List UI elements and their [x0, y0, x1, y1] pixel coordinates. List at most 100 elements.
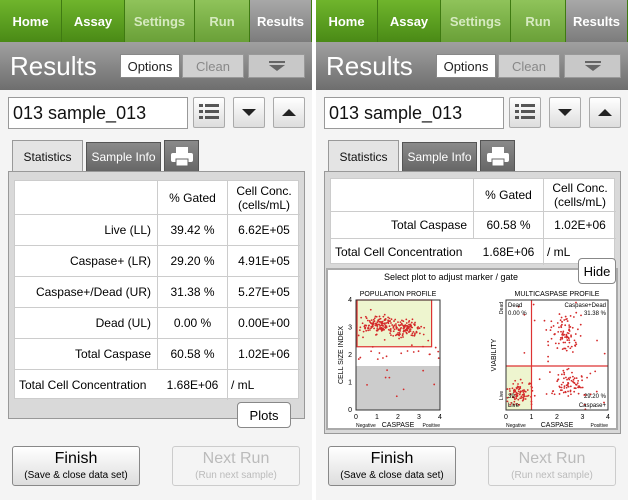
event-dot	[397, 324, 400, 326]
icon-line	[515, 104, 519, 107]
quad-label: Dead	[508, 303, 522, 309]
event-dot	[568, 330, 571, 332]
event-dot	[516, 392, 519, 395]
event-dot	[405, 322, 408, 324]
nav-tab[interactable]: Results	[250, 0, 312, 42]
event-dot	[575, 383, 578, 386]
event-dot	[366, 383, 368, 386]
nav-tab[interactable]: Run	[511, 0, 566, 42]
options-button[interactable]: Options	[120, 54, 180, 78]
event-dot	[437, 357, 440, 360]
event-dot	[386, 369, 388, 372]
event-dot	[557, 330, 560, 333]
event-dot	[411, 318, 414, 321]
event-dot	[392, 330, 395, 333]
row-conc: 5.27E+05	[238, 284, 290, 299]
tab-sample-info[interactable]: Sample Info	[402, 142, 477, 172]
event-dot	[400, 322, 403, 325]
event-dot	[383, 328, 386, 331]
event-dot	[549, 329, 552, 332]
nav-tab[interactable]: Home	[0, 0, 62, 42]
event-dot	[550, 337, 553, 340]
event-dot	[568, 339, 571, 341]
clean-button[interactable]: Clean	[182, 54, 244, 78]
event-dot	[562, 381, 565, 384]
event-dot	[564, 391, 567, 394]
menu-button[interactable]	[564, 54, 621, 78]
event-dot	[373, 327, 375, 330]
event-dot	[412, 330, 415, 333]
nav-tab[interactable]: Assay	[378, 0, 441, 42]
event-dot	[545, 393, 548, 395]
event-dot	[563, 319, 566, 321]
event-dot	[395, 395, 398, 398]
nav-tab[interactable]: Run	[195, 0, 250, 42]
print-button[interactable]	[164, 140, 199, 172]
event-dot	[577, 379, 580, 382]
event-dot	[509, 390, 511, 392]
tab-statistics[interactable]: Statistics	[12, 140, 83, 172]
options-button[interactable]: Options	[436, 54, 496, 78]
up-button[interactable]	[589, 97, 621, 128]
event-dot	[522, 391, 525, 394]
list-button[interactable]	[193, 97, 225, 128]
event-dot	[557, 373, 560, 376]
nav-tab[interactable]: Settings	[441, 0, 511, 42]
sample-field[interactable]: 013 sample_013	[324, 97, 504, 129]
event-dot	[583, 394, 586, 396]
event-dot	[384, 326, 387, 329]
icon-line	[515, 116, 519, 119]
event-dot	[367, 329, 370, 332]
table-rule	[15, 369, 300, 370]
clean-button[interactable]: Clean	[498, 54, 560, 78]
event-dot	[434, 346, 437, 349]
event-dot	[586, 376, 588, 379]
event-dot	[520, 397, 523, 399]
up-button[interactable]	[273, 97, 305, 128]
nav-tab[interactable]: Assay	[62, 0, 125, 42]
event-dot	[388, 376, 391, 379]
tab-sample-info[interactable]: Sample Info	[86, 142, 161, 172]
event-dot	[409, 324, 412, 327]
tab-statistics[interactable]: Statistics	[328, 140, 399, 172]
next-run-button[interactable]: Next Run (Run next sample)	[488, 446, 616, 486]
event-dot	[521, 381, 524, 384]
event-dot	[553, 333, 556, 336]
x-tick-label: 4	[606, 414, 610, 421]
plot-area[interactable]: POPULATION PROFILE 0 0 1 1 2 2 3 3 4 4 CASPASE Negat…	[326, 268, 618, 430]
down-button[interactable]	[549, 97, 581, 128]
event-dot	[567, 390, 569, 393]
event-dot	[573, 390, 576, 393]
event-dot	[394, 334, 397, 337]
event-dot	[400, 336, 402, 339]
finish-button[interactable]: Finish (Save & close data set)	[328, 446, 456, 486]
print-button[interactable]	[480, 140, 515, 172]
event-dot	[370, 319, 373, 322]
menu-button[interactable]	[248, 54, 305, 78]
event-dot	[559, 338, 562, 341]
list-button[interactable]	[509, 97, 541, 128]
event-dot	[517, 386, 520, 388]
row-label: Caspase+ (LR)	[69, 253, 151, 268]
row-conc: 1.02E+06	[554, 217, 606, 232]
row-label: Live (LL)	[104, 222, 151, 237]
event-dot	[370, 327, 372, 330]
down-button[interactable]	[233, 97, 265, 128]
nav-tab[interactable]: Home	[316, 0, 378, 42]
x-tick-label: 0	[504, 414, 508, 421]
nav-tab[interactable]: Results	[566, 0, 628, 42]
hide-button[interactable]: Hide	[578, 258, 616, 284]
event-dot	[389, 330, 392, 332]
next-run-button[interactable]: Next Run (Run next sample)	[172, 446, 300, 486]
plots-button[interactable]: Plots	[237, 402, 291, 428]
row-gated: 31.38 %	[170, 284, 215, 299]
nav-tab[interactable]: Settings	[125, 0, 195, 42]
finish-button[interactable]: Finish (Save & close data set)	[12, 446, 140, 486]
event-dot	[390, 318, 393, 321]
event-dot	[358, 329, 361, 332]
event-dot	[391, 324, 394, 326]
event-dot	[413, 323, 416, 326]
sample-field[interactable]: 013 sample_013	[8, 97, 188, 129]
event-dot	[558, 326, 560, 329]
x-tick-label: 2	[555, 414, 559, 421]
